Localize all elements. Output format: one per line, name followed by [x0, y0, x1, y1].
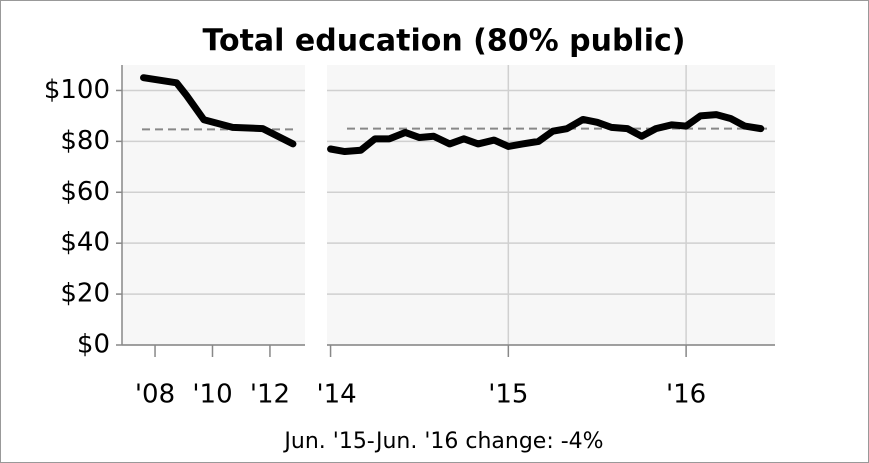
x-tick-label: '15 — [488, 380, 528, 410]
plot-area — [122, 65, 305, 345]
x-tick-label: '14 — [316, 380, 356, 410]
y-tick-label: $0 — [77, 330, 110, 360]
x-tick-label: '12 — [250, 380, 290, 410]
y-tick-label: $60 — [60, 177, 110, 207]
x-tick-label: '10 — [192, 380, 232, 410]
data-line — [327, 111, 765, 156]
x-tick-label: '08 — [135, 380, 175, 410]
y-tick-label: $20 — [60, 279, 110, 309]
y-tick-label: $80 — [60, 126, 110, 156]
note: Jun. '15-Jun. '16 change: -4% — [282, 429, 603, 454]
chart-title: Total education (80% public) — [203, 24, 686, 59]
plot-area — [327, 65, 775, 345]
y-tick-label: $100 — [44, 75, 110, 105]
data-line — [140, 74, 297, 148]
x-tick-label: '16 — [666, 380, 706, 410]
y-tick-label: $40 — [60, 228, 110, 258]
